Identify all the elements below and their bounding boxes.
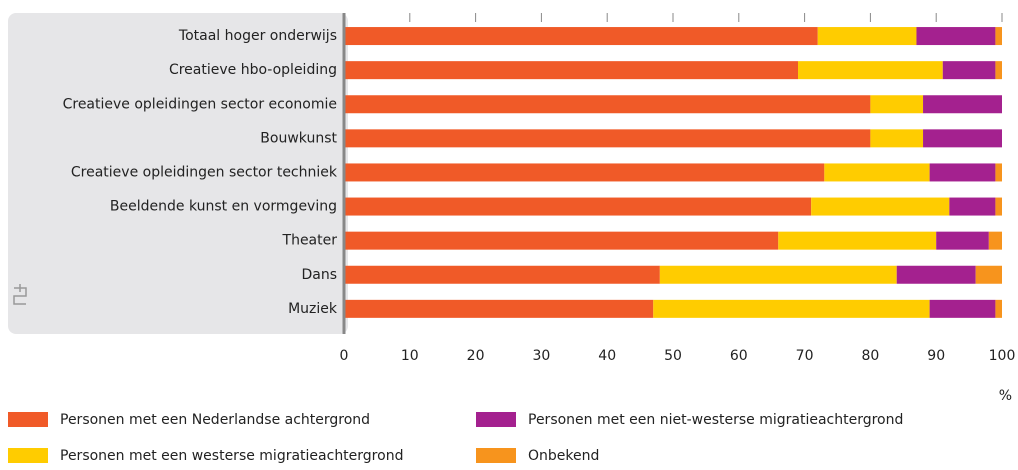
bar-segment bbox=[949, 197, 996, 216]
x-tick-label: 30 bbox=[532, 348, 550, 364]
bar-segment bbox=[344, 197, 812, 216]
y-tick-label: Beeldende kunst en vormgeving bbox=[110, 199, 337, 215]
legend-swatch bbox=[476, 412, 516, 427]
bar-segment bbox=[344, 231, 779, 250]
bar-segment bbox=[995, 61, 1002, 80]
bar-segment bbox=[995, 299, 1002, 318]
bar-segment bbox=[929, 163, 996, 182]
bar-segment bbox=[798, 61, 943, 80]
x-tick-label: 20 bbox=[467, 348, 485, 364]
bar-segment bbox=[817, 27, 917, 46]
legend-swatch bbox=[476, 448, 516, 463]
x-tick-label: 80 bbox=[861, 348, 879, 364]
x-tick-label: 0 bbox=[340, 348, 349, 364]
bar-segment bbox=[995, 163, 1002, 182]
legend-label: Personen met een westerse migratieachter… bbox=[60, 448, 403, 464]
bar-segment bbox=[870, 95, 924, 114]
bar-segment bbox=[344, 61, 799, 80]
y-tick-label: Creatieve opleidingen sector economie bbox=[63, 96, 337, 112]
bar-segment bbox=[929, 299, 996, 318]
x-tick-label: 70 bbox=[796, 348, 814, 364]
label-panel bbox=[8, 13, 348, 334]
bar-segment bbox=[659, 265, 897, 284]
bar-segment bbox=[916, 27, 996, 46]
legend-label: Onbekend bbox=[528, 448, 599, 464]
bar-segment bbox=[653, 299, 930, 318]
y-tick-label: Theater bbox=[282, 233, 338, 249]
y-tick-label: Creatieve opleidingen sector techniek bbox=[71, 164, 338, 180]
bar-segment bbox=[344, 163, 825, 182]
legend-label: Personen met een Nederlandse achtergrond bbox=[60, 412, 370, 428]
bar-segment bbox=[344, 95, 871, 114]
x-axis-label: % bbox=[999, 388, 1012, 404]
x-tick-label: 60 bbox=[730, 348, 748, 364]
x-tick-label: 40 bbox=[598, 348, 616, 364]
y-tick-label: Dans bbox=[301, 267, 337, 283]
legend-swatch bbox=[8, 448, 48, 463]
legend-swatch bbox=[8, 412, 48, 427]
bar-segment bbox=[811, 197, 950, 216]
bar-segment bbox=[936, 231, 989, 250]
bar-segment bbox=[923, 95, 1002, 114]
x-tick-label: 90 bbox=[927, 348, 945, 364]
bar-segment bbox=[344, 27, 818, 46]
bar-segment bbox=[344, 265, 660, 284]
y-tick-label: Totaal hoger onderwijs bbox=[178, 28, 337, 44]
bar-segment bbox=[988, 231, 1002, 250]
bar-segment bbox=[344, 299, 654, 318]
bar-segment bbox=[870, 129, 924, 148]
bar-segment bbox=[923, 129, 1002, 148]
y-tick-label: Bouwkunst bbox=[260, 130, 337, 146]
x-tick-label: 100 bbox=[989, 348, 1016, 364]
x-tick-label: 10 bbox=[401, 348, 419, 364]
x-tick-label: 50 bbox=[664, 348, 682, 364]
bar-segment bbox=[942, 61, 996, 80]
bar-segment bbox=[344, 129, 871, 148]
bar-segment bbox=[896, 265, 976, 284]
cbs-logo bbox=[13, 284, 27, 305]
y-tick-label: Muziek bbox=[288, 301, 338, 317]
bar-segment bbox=[995, 197, 1002, 216]
legend-label: Personen met een niet-westerse migratiea… bbox=[528, 412, 903, 428]
bar-segment bbox=[778, 231, 937, 250]
bar-segment bbox=[824, 163, 930, 182]
bar-segment bbox=[975, 265, 1002, 284]
y-tick-label: Creatieve hbo-opleiding bbox=[169, 62, 337, 78]
bar-segment bbox=[995, 27, 1002, 46]
